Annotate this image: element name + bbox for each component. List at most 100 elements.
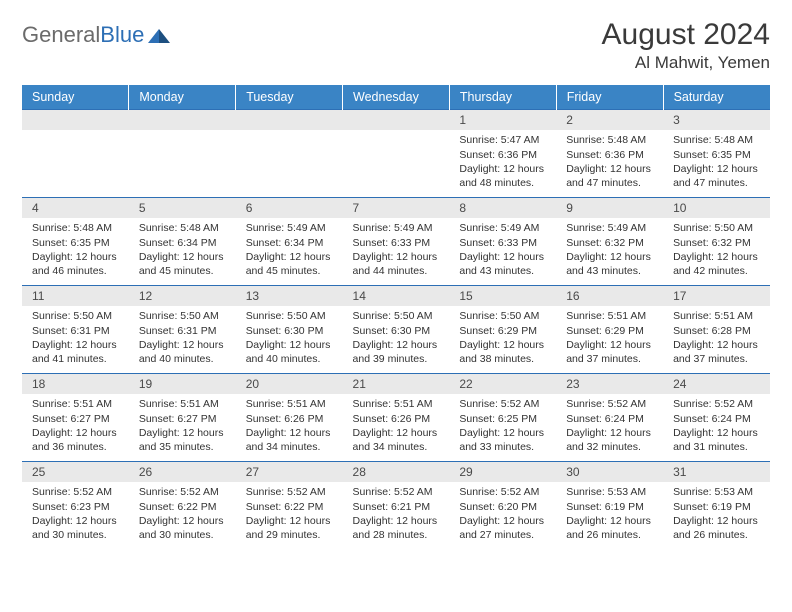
calendar-cell: 21Sunrise: 5:51 AMSunset: 6:26 PMDayligh…: [343, 374, 450, 462]
day-number: 19: [129, 374, 236, 394]
calendar-cell: 13Sunrise: 5:50 AMSunset: 6:30 PMDayligh…: [236, 286, 343, 374]
day-info: Sunrise: 5:52 AMSunset: 6:24 PMDaylight:…: [556, 394, 663, 460]
day-info: Sunrise: 5:51 AMSunset: 6:29 PMDaylight:…: [556, 306, 663, 372]
location: Al Mahwit, Yemen: [602, 53, 770, 73]
day-info: Sunrise: 5:50 AMSunset: 6:29 PMDaylight:…: [449, 306, 556, 372]
day-info: Sunrise: 5:47 AMSunset: 6:36 PMDaylight:…: [449, 130, 556, 196]
calendar-cell: 5Sunrise: 5:48 AMSunset: 6:34 PMDaylight…: [129, 198, 236, 286]
calendar-cell: 18Sunrise: 5:51 AMSunset: 6:27 PMDayligh…: [22, 374, 129, 462]
day-number: 25: [22, 462, 129, 482]
day-number: 27: [236, 462, 343, 482]
calendar-cell: 22Sunrise: 5:52 AMSunset: 6:25 PMDayligh…: [449, 374, 556, 462]
weekday-header: Monday: [129, 85, 236, 110]
day-number: 5: [129, 198, 236, 218]
day-number: 16: [556, 286, 663, 306]
calendar-cell: [343, 110, 450, 198]
calendar-cell: 29Sunrise: 5:52 AMSunset: 6:20 PMDayligh…: [449, 462, 556, 550]
day-number: 29: [449, 462, 556, 482]
calendar-cell: 1Sunrise: 5:47 AMSunset: 6:36 PMDaylight…: [449, 110, 556, 198]
day-info: Sunrise: 5:52 AMSunset: 6:24 PMDaylight:…: [663, 394, 770, 460]
day-number: 14: [343, 286, 450, 306]
day-number: 12: [129, 286, 236, 306]
day-number: 31: [663, 462, 770, 482]
day-info: Sunrise: 5:48 AMSunset: 6:35 PMDaylight:…: [22, 218, 129, 284]
weekday-header: Thursday: [449, 85, 556, 110]
calendar-cell: 11Sunrise: 5:50 AMSunset: 6:31 PMDayligh…: [22, 286, 129, 374]
day-number: 3: [663, 110, 770, 130]
calendar-cell: 23Sunrise: 5:52 AMSunset: 6:24 PMDayligh…: [556, 374, 663, 462]
day-info: Sunrise: 5:52 AMSunset: 6:20 PMDaylight:…: [449, 482, 556, 548]
day-info: Sunrise: 5:50 AMSunset: 6:30 PMDaylight:…: [236, 306, 343, 372]
day-number: 28: [343, 462, 450, 482]
calendar-cell: [129, 110, 236, 198]
day-info: Sunrise: 5:50 AMSunset: 6:32 PMDaylight:…: [663, 218, 770, 284]
day-number-empty: [236, 110, 343, 130]
day-number-empty: [343, 110, 450, 130]
day-number-empty: [129, 110, 236, 130]
calendar-cell: [236, 110, 343, 198]
calendar-cell: 2Sunrise: 5:48 AMSunset: 6:36 PMDaylight…: [556, 110, 663, 198]
day-number: 11: [22, 286, 129, 306]
day-info: Sunrise: 5:51 AMSunset: 6:28 PMDaylight:…: [663, 306, 770, 372]
calendar-cell: 24Sunrise: 5:52 AMSunset: 6:24 PMDayligh…: [663, 374, 770, 462]
calendar-cell: 16Sunrise: 5:51 AMSunset: 6:29 PMDayligh…: [556, 286, 663, 374]
calendar-cell: 31Sunrise: 5:53 AMSunset: 6:19 PMDayligh…: [663, 462, 770, 550]
day-number: 17: [663, 286, 770, 306]
day-number: 30: [556, 462, 663, 482]
day-info: Sunrise: 5:50 AMSunset: 6:31 PMDaylight:…: [129, 306, 236, 372]
weekday-header-row: SundayMondayTuesdayWednesdayThursdayFrid…: [22, 85, 770, 110]
day-info: Sunrise: 5:49 AMSunset: 6:32 PMDaylight:…: [556, 218, 663, 284]
day-info: Sunrise: 5:52 AMSunset: 6:22 PMDaylight:…: [236, 482, 343, 548]
day-info: Sunrise: 5:53 AMSunset: 6:19 PMDaylight:…: [663, 482, 770, 548]
calendar-cell: 25Sunrise: 5:52 AMSunset: 6:23 PMDayligh…: [22, 462, 129, 550]
calendar-row: 1Sunrise: 5:47 AMSunset: 6:36 PMDaylight…: [22, 110, 770, 198]
day-number: 10: [663, 198, 770, 218]
calendar-cell: 10Sunrise: 5:50 AMSunset: 6:32 PMDayligh…: [663, 198, 770, 286]
day-number: 1: [449, 110, 556, 130]
day-number: 15: [449, 286, 556, 306]
day-number: 8: [449, 198, 556, 218]
calendar-cell: 27Sunrise: 5:52 AMSunset: 6:22 PMDayligh…: [236, 462, 343, 550]
weekday-header: Wednesday: [343, 85, 450, 110]
calendar-cell: 15Sunrise: 5:50 AMSunset: 6:29 PMDayligh…: [449, 286, 556, 374]
day-number: 26: [129, 462, 236, 482]
day-info: Sunrise: 5:51 AMSunset: 6:26 PMDaylight:…: [236, 394, 343, 460]
day-number: 18: [22, 374, 129, 394]
day-number: 23: [556, 374, 663, 394]
calendar-cell: 26Sunrise: 5:52 AMSunset: 6:22 PMDayligh…: [129, 462, 236, 550]
calendar-cell: 6Sunrise: 5:49 AMSunset: 6:34 PMDaylight…: [236, 198, 343, 286]
day-info: Sunrise: 5:48 AMSunset: 6:36 PMDaylight:…: [556, 130, 663, 196]
weekday-header: Saturday: [663, 85, 770, 110]
weekday-header: Friday: [556, 85, 663, 110]
day-number: 2: [556, 110, 663, 130]
calendar-cell: 20Sunrise: 5:51 AMSunset: 6:26 PMDayligh…: [236, 374, 343, 462]
day-number: 22: [449, 374, 556, 394]
calendar-cell: 19Sunrise: 5:51 AMSunset: 6:27 PMDayligh…: [129, 374, 236, 462]
day-number: 21: [343, 374, 450, 394]
calendar-cell: 3Sunrise: 5:48 AMSunset: 6:35 PMDaylight…: [663, 110, 770, 198]
day-info: Sunrise: 5:48 AMSunset: 6:34 PMDaylight:…: [129, 218, 236, 284]
day-info: Sunrise: 5:52 AMSunset: 6:22 PMDaylight:…: [129, 482, 236, 548]
day-number: 20: [236, 374, 343, 394]
logo-part1: General: [22, 22, 100, 47]
logo-text: GeneralBlue: [22, 22, 144, 48]
calendar-cell: 4Sunrise: 5:48 AMSunset: 6:35 PMDaylight…: [22, 198, 129, 286]
month-title: August 2024: [602, 18, 770, 51]
title-block: August 2024 Al Mahwit, Yemen: [602, 18, 770, 73]
day-info: Sunrise: 5:53 AMSunset: 6:19 PMDaylight:…: [556, 482, 663, 548]
day-info: Sunrise: 5:52 AMSunset: 6:23 PMDaylight:…: [22, 482, 129, 548]
day-info: Sunrise: 5:50 AMSunset: 6:31 PMDaylight:…: [22, 306, 129, 372]
day-info: Sunrise: 5:52 AMSunset: 6:25 PMDaylight:…: [449, 394, 556, 460]
calendar-cell: [22, 110, 129, 198]
day-number-empty: [22, 110, 129, 130]
calendar-cell: 9Sunrise: 5:49 AMSunset: 6:32 PMDaylight…: [556, 198, 663, 286]
logo-part2: Blue: [100, 22, 144, 47]
calendar-cell: 14Sunrise: 5:50 AMSunset: 6:30 PMDayligh…: [343, 286, 450, 374]
calendar-body: 1Sunrise: 5:47 AMSunset: 6:36 PMDaylight…: [22, 110, 770, 550]
calendar-cell: 7Sunrise: 5:49 AMSunset: 6:33 PMDaylight…: [343, 198, 450, 286]
day-info: Sunrise: 5:52 AMSunset: 6:21 PMDaylight:…: [343, 482, 450, 548]
weekday-header: Sunday: [22, 85, 129, 110]
day-info: Sunrise: 5:48 AMSunset: 6:35 PMDaylight:…: [663, 130, 770, 196]
day-number: 24: [663, 374, 770, 394]
calendar-cell: 8Sunrise: 5:49 AMSunset: 6:33 PMDaylight…: [449, 198, 556, 286]
